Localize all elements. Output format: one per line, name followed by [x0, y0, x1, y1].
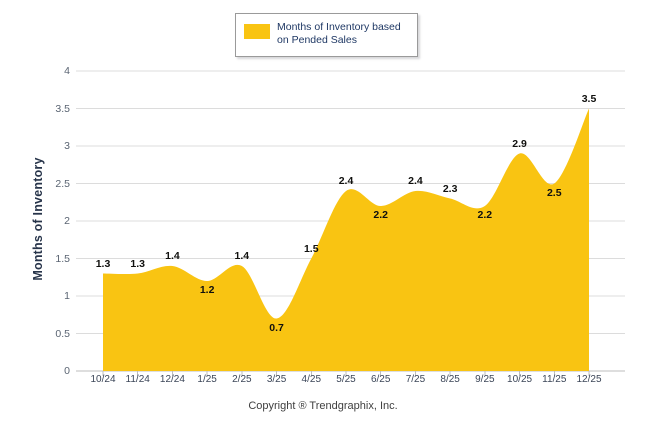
data-point-label: 2.4 — [338, 175, 354, 187]
x-axis-tick-label: 6/25 — [370, 374, 391, 385]
legend-series-label: Months of Inventory based on Pended Sale… — [277, 21, 401, 46]
x-axis-tick-label: 10/25 — [507, 374, 533, 385]
data-point-label: 2.3 — [442, 182, 458, 195]
x-axis-tick-label: 9/25 — [475, 374, 495, 385]
x-axis-tick-label: 1/25 — [197, 374, 217, 385]
y-axis-tick-label: 2.5 — [55, 177, 70, 190]
data-point-label: 2.9 — [512, 137, 527, 150]
y-axis-tick-label: 1.5 — [55, 252, 70, 265]
x-axis-tick-label: 12/24 — [159, 374, 185, 385]
y-axis-tick-label: 1 — [64, 290, 70, 302]
data-point-label: 1.2 — [199, 284, 215, 296]
copyright-note: Copyright ® Trendgraphix, Inc. — [248, 400, 398, 412]
x-axis-tick-label: 11/24 — [125, 374, 150, 385]
chart-legend[interactable]: Months of Inventory based on Pended Sale… — [235, 13, 418, 57]
data-point-label: 2.4 — [408, 175, 423, 187]
x-axis-tick-label: 7/25 — [405, 374, 426, 385]
y-axis-tick-label: 3 — [64, 140, 70, 152]
y-axis-tick-label: 4 — [64, 65, 70, 77]
x-axis-tick-label: 12/25 — [576, 374, 602, 385]
y-axis-tick-label: 2 — [64, 215, 70, 227]
legend-color-swatch-icon — [244, 24, 270, 39]
data-point-label: 2.2 — [477, 209, 493, 221]
x-axis-tick-label: 8/25 — [440, 374, 460, 385]
data-point-label: 2.5 — [546, 186, 562, 199]
x-axis-tick-label: 2/25 — [232, 374, 252, 385]
data-point-label: 1.4 — [165, 250, 180, 262]
data-point-label: 2.2 — [373, 209, 388, 221]
y-axis-tick-label: 3.5 — [55, 102, 70, 115]
x-axis-tick-label: 4/25 — [301, 374, 322, 385]
x-axis-tick-label: 11/25 — [542, 374, 567, 385]
area-series-months-of-inventory[interactable] — [103, 108, 589, 372]
x-axis-tick-label: 10/24 — [90, 374, 116, 385]
data-point-label: 3.5 — [581, 92, 597, 105]
x-axis-tick-label: 3/25 — [266, 374, 287, 385]
data-point-label: 0.7 — [269, 321, 284, 334]
data-point-label: 1.3 — [95, 257, 111, 270]
y-axis-tick-label: 0 — [64, 365, 70, 377]
data-point-label: 1.5 — [303, 242, 319, 255]
x-axis-tick-label: 5/25 — [336, 374, 356, 385]
data-point-label: 1.4 — [234, 250, 250, 262]
y-axis-tick-label: 0.5 — [55, 327, 70, 340]
data-point-label: 1.3 — [130, 257, 145, 270]
